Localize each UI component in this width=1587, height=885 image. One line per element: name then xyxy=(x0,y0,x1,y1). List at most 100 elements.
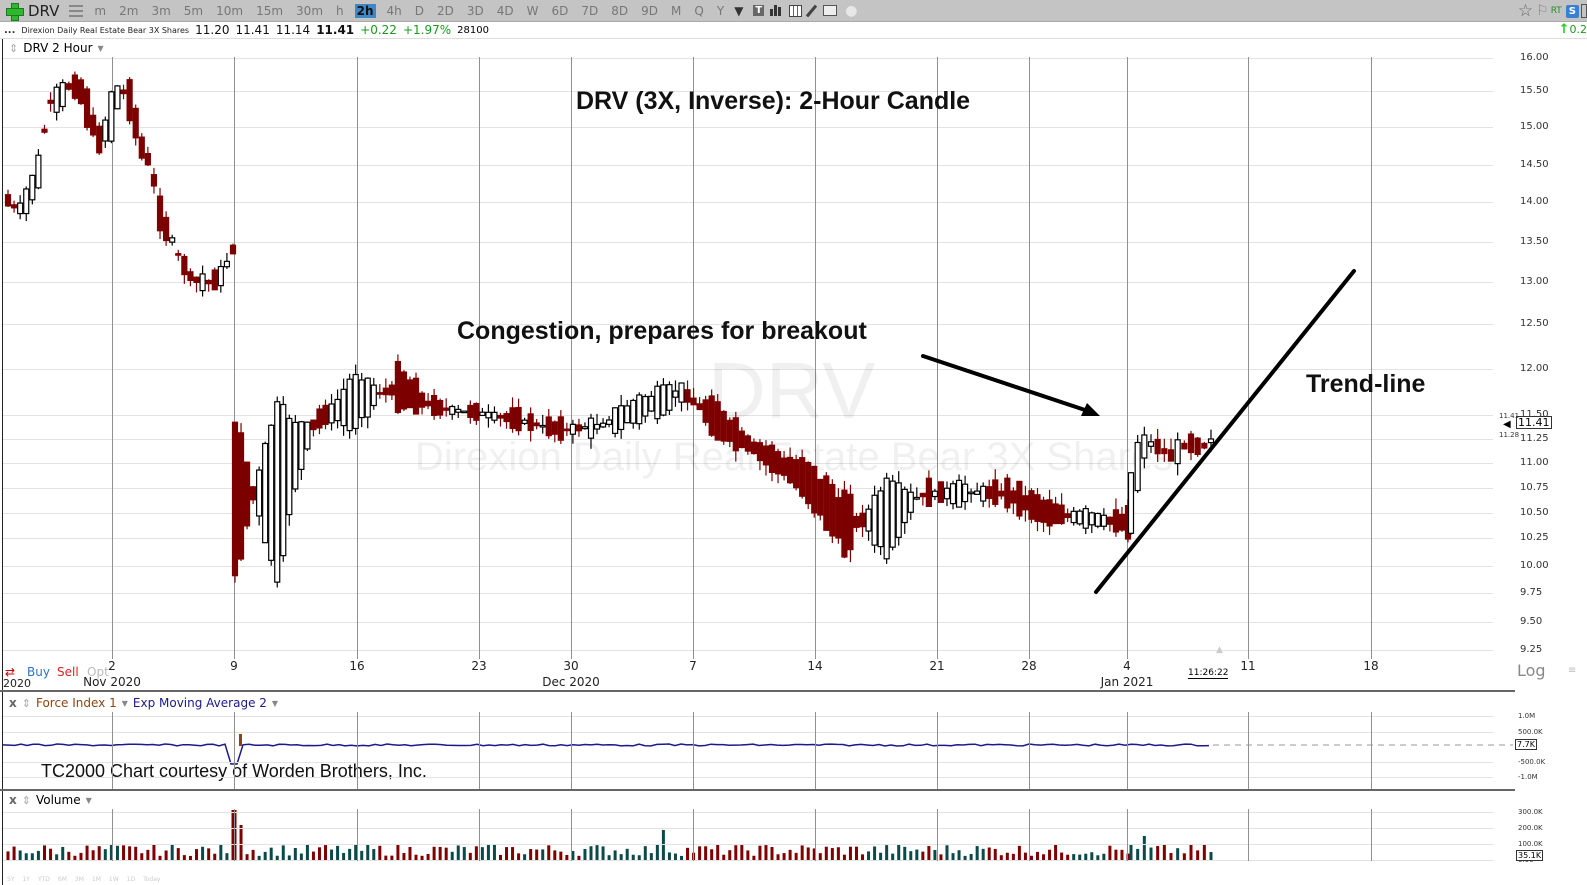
timeframe-2h[interactable]: 2h xyxy=(354,3,376,18)
timeframe-15m[interactable]: 15m xyxy=(256,3,284,18)
range-button-ytd[interactable]: YTD xyxy=(37,876,50,883)
range-button-1d[interactable]: 1D xyxy=(126,876,136,883)
range-button-1y[interactable]: 1Y xyxy=(22,876,30,883)
quote-more-menu[interactable]: ... xyxy=(4,24,16,36)
timeframe-4D[interactable]: 4D xyxy=(496,3,514,18)
gridline xyxy=(3,488,1493,489)
force-index-label[interactable]: Force Index 1 xyxy=(35,696,117,710)
timeframe-10m[interactable]: 10m xyxy=(216,3,244,18)
timeframe-5m[interactable]: 5m xyxy=(183,3,204,18)
move-panel-icon[interactable]: ⇕ xyxy=(21,793,31,807)
gridline xyxy=(3,566,1493,567)
date-gridline xyxy=(1127,57,1128,659)
range-button-1w[interactable]: 1W xyxy=(108,876,119,883)
volume-y-tick: 100.0K xyxy=(1518,840,1543,848)
force-index-panel[interactable]: x ⇕ Force Index 1 ▼ Exp Moving Average 2… xyxy=(3,692,1587,789)
watchlist-menu-icon[interactable] xyxy=(69,4,84,17)
price-panel[interactable]: ⇕ DRV 2 Hour ▼ DRV Direxion Daily Real E… xyxy=(3,39,1587,691)
timeframe-7D[interactable]: 7D xyxy=(581,3,599,18)
timeframe-m[interactable]: m xyxy=(94,3,107,18)
range-button-today[interactable]: Today xyxy=(143,876,161,883)
open-folder-icon[interactable] xyxy=(823,5,838,16)
panel-divider[interactable] xyxy=(0,690,1515,692)
panel-edge-icon[interactable] xyxy=(1581,4,1587,18)
gridline xyxy=(3,716,1493,717)
timeframe-3m[interactable]: 3m xyxy=(151,3,171,18)
quote-change-pct: +1.97% xyxy=(402,23,452,37)
date-gridline xyxy=(815,712,816,789)
timeframe-9D[interactable]: 9D xyxy=(641,3,659,18)
force-y-tick: 500.0K xyxy=(1518,728,1543,736)
y-tick-label: 11.00 xyxy=(1520,457,1549,468)
chart-type-bars-icon[interactable] xyxy=(770,5,782,16)
timeframe-Y[interactable]: Y xyxy=(716,3,725,18)
timeframe-2D[interactable]: 2D xyxy=(437,3,454,18)
move-panel-icon[interactable]: ⇕ xyxy=(21,696,31,710)
range-button-6m[interactable]: 6M xyxy=(57,876,67,883)
timeframe-Q[interactable]: Q xyxy=(694,3,704,18)
timeframe-8D[interactable]: 8D xyxy=(611,3,629,18)
range-button-5y[interactable]: 5Y xyxy=(7,876,15,883)
chevron-down-icon[interactable]: ▼ xyxy=(97,43,104,53)
timeframe-M[interactable]: M xyxy=(671,3,682,18)
volume-label[interactable]: Volume xyxy=(35,793,81,807)
chevron-down-icon[interactable]: ▼ xyxy=(121,698,128,708)
log-scale-toggle[interactable]: Log xyxy=(1517,661,1546,680)
gridline xyxy=(3,513,1493,514)
add-grid-icon[interactable] xyxy=(789,4,803,17)
timeframe-D[interactable]: D xyxy=(414,3,425,18)
scan-button[interactable]: S xyxy=(1565,4,1579,18)
buy-button[interactable]: Buy xyxy=(27,665,50,679)
timeframe-6D[interactable]: 6D xyxy=(551,3,569,18)
symbol-label[interactable]: DRV xyxy=(28,1,60,20)
timeframe-3D[interactable]: 3D xyxy=(466,3,484,18)
date-gridline xyxy=(1371,809,1372,861)
price-panel-title[interactable]: ⇕ DRV 2 Hour ▼ xyxy=(9,41,104,55)
close-panel-button[interactable]: x xyxy=(9,696,17,710)
quote-change: +0.22 xyxy=(360,23,397,37)
date-gridline xyxy=(815,57,816,659)
date-gridline xyxy=(357,57,358,659)
timeframe-2m[interactable]: 2m xyxy=(119,3,139,18)
date-gridline xyxy=(571,57,572,659)
timeframe-h[interactable]: h xyxy=(336,3,344,18)
up-arrow-icon: ↑ xyxy=(1558,22,1570,37)
panel-divider[interactable] xyxy=(0,789,1515,791)
chevron-down-icon[interactable]: ▼ xyxy=(85,795,92,805)
chart-title-annotation: DRV (3X, Inverse): 2-Hour Candle xyxy=(576,87,971,115)
add-symbol-plus-icon[interactable] xyxy=(6,2,24,21)
close-panel-button[interactable]: x xyxy=(9,793,17,807)
y-tick-label: 15.50 xyxy=(1520,85,1549,96)
date-gridline xyxy=(1371,712,1372,789)
more-timeframes-dropdown-icon[interactable]: ▼ xyxy=(734,3,744,18)
volume-bars[interactable] xyxy=(3,791,1518,885)
force-index-plot[interactable] xyxy=(3,692,1518,789)
options-button[interactable]: Opt xyxy=(87,665,109,679)
trade-arrows-icon[interactable]: ⇄ xyxy=(5,665,16,679)
chevron-down-icon[interactable]: ▼ xyxy=(271,698,279,708)
sell-button[interactable]: Sell xyxy=(57,665,79,679)
date-gridline xyxy=(357,712,358,789)
ema-label[interactable]: Exp Moving Average 2 xyxy=(132,696,267,710)
scroll-marker-icon[interactable]: ▲ xyxy=(1216,645,1223,655)
menu-icon[interactable]: ≡ xyxy=(1568,665,1577,676)
flag-icon[interactable]: ⚐ xyxy=(1536,3,1549,19)
range-button-1m[interactable]: 1M xyxy=(91,876,101,883)
volume-value-box: 35.1K xyxy=(1516,850,1544,861)
timeframe-W[interactable]: W xyxy=(526,3,539,18)
quote-high: 11.41 xyxy=(235,23,270,37)
y-tick-label: 11.25 xyxy=(1520,433,1549,444)
timeframe-30m[interactable]: 30m xyxy=(296,3,324,18)
candlestick-chart[interactable] xyxy=(3,39,1518,691)
date-gridline xyxy=(1127,809,1128,861)
move-panel-icon[interactable]: ⇕ xyxy=(9,41,19,55)
timeframe-4h[interactable]: 4h xyxy=(386,3,402,18)
range-button-3m[interactable]: 3M xyxy=(74,876,84,883)
draw-pencil-icon[interactable] xyxy=(806,4,818,17)
favorite-star-icon[interactable]: ☆ xyxy=(1517,1,1534,21)
share-icon[interactable]: ● xyxy=(845,2,858,19)
gridline xyxy=(3,762,1493,763)
x-tick-label: 23 xyxy=(471,659,487,673)
text-tool-button[interactable]: T xyxy=(753,5,765,16)
